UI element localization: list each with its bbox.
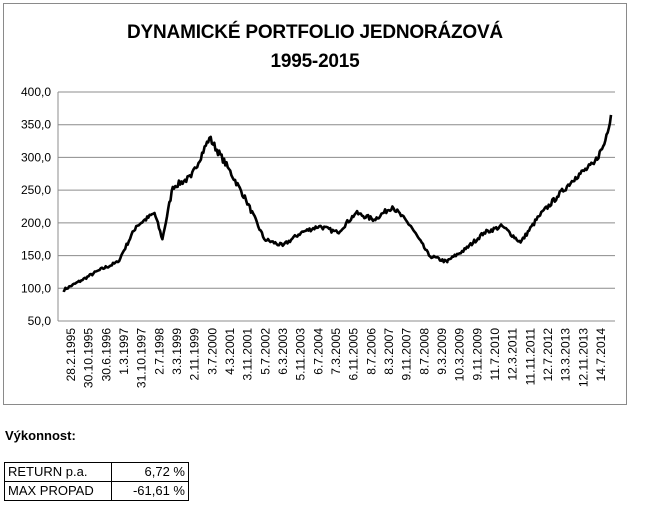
table-row: RETURN p.a. 6,72 %: [4, 462, 189, 482]
x-tick-label: 5.11.2003: [294, 328, 308, 381]
x-tick-label: 9.11.2007: [400, 328, 414, 381]
x-tick-label: 6.3.2003: [276, 328, 290, 375]
x-tick-label: 3.11.2001: [241, 328, 255, 381]
x-tick-label: 14.7.2014: [594, 328, 608, 382]
return-value: 6,72 %: [111, 462, 189, 482]
y-tick-label: 250,0: [21, 183, 51, 197]
x-tick-label: 8.7.2006: [364, 328, 378, 375]
x-tick-label: 28.2.1995: [64, 328, 78, 382]
x-tick-label: 2.11.1999: [188, 328, 202, 381]
table-row: MAX PROPAD -61,61 %: [4, 481, 189, 501]
line-chart: 400,0 350,0 300,0 250,0 200,0 150,0 100,0 50,0 2…: [21, 85, 615, 388]
chart-title: DYNAMICKÉ PORTFOLIO JEDNORÁZOVÁ: [127, 22, 503, 43]
x-tick-label: 1.3.1997: [117, 328, 131, 375]
y-tick-label: 400,0: [21, 85, 51, 99]
x-tick-label: 2.7.1998: [152, 328, 166, 375]
y-tick-label: 300,0: [21, 150, 51, 164]
x-tick-label: 11.7.2010: [488, 328, 502, 381]
y-tick-label: 200,0: [21, 216, 51, 230]
x-tick-label: 9.11.2009: [470, 328, 484, 381]
x-tick-label: 12.11.2013: [576, 328, 590, 387]
x-tick-label: 4.3.2001: [223, 328, 237, 375]
x-tick-label: 3.7.2000: [205, 328, 219, 375]
y-tick-label: 50,0: [28, 314, 52, 328]
chart-frame: DYNAMICKÉ PORTFOLIO JEDNORÁZOVÁ 1995-201…: [3, 3, 627, 405]
series-line: [62, 114, 613, 293]
y-tick-label: 150,0: [21, 249, 51, 263]
performance-table: RETURN p.a. 6,72 % MAX PROPAD -61,61 %: [4, 462, 189, 501]
y-tick-label: 100,0: [21, 281, 51, 295]
x-tick-label: 3.3.1999: [170, 328, 184, 375]
x-tick-label: 10.3.2009: [453, 328, 467, 382]
x-tick-label: 6.7.2004: [311, 328, 325, 375]
x-tick-label: 9.3.2009: [435, 328, 449, 375]
x-tick-label: 13.3.2013: [559, 328, 573, 382]
chart-subtitle: 1995-2015: [270, 51, 360, 72]
x-tick-label: 12.7.2012: [541, 328, 555, 382]
x-tick-label: 30.10.1995: [82, 328, 96, 388]
x-tick-label: 31.10.1997: [135, 328, 149, 388]
x-tick-label: 30.6.1996: [99, 328, 113, 382]
x-tick-label: 7.3.2005: [329, 328, 343, 375]
x-tick-label: 6.11.2005: [347, 328, 361, 381]
y-tick-label: 350,0: [21, 118, 51, 132]
performance-heading: Výkonnost:: [5, 428, 76, 443]
x-tick-label: 5.7.2002: [258, 328, 272, 375]
max-drawdown-label: MAX PROPAD: [4, 481, 112, 501]
x-tick-label: 12.3.2011: [506, 328, 520, 381]
x-tick-label: 11.11.2011: [523, 328, 537, 386]
return-label: RETURN p.a.: [4, 462, 112, 482]
x-tick-label: 8.3.2007: [382, 328, 396, 375]
max-drawdown-value: -61,61 %: [111, 481, 189, 501]
x-tick-label: 8.7.2008: [417, 328, 431, 375]
